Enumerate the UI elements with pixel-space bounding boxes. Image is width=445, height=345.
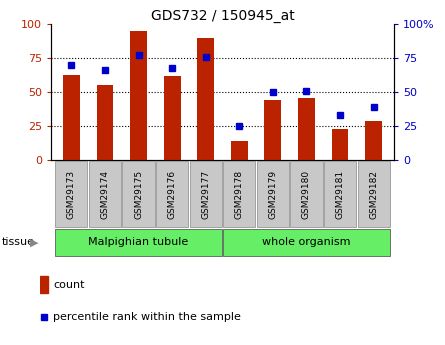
Text: percentile rank within the sample: percentile rank within the sample [53, 313, 241, 322]
Bar [190, 161, 222, 227]
Bar [231, 141, 248, 160]
Text: GSM29177: GSM29177 [201, 169, 210, 219]
Text: count: count [53, 280, 85, 289]
Text: whole organism: whole organism [262, 237, 351, 247]
Text: GSM29181: GSM29181 [336, 169, 344, 219]
Bar [197, 38, 214, 160]
Text: GSM29176: GSM29176 [168, 169, 177, 219]
Bar [122, 161, 155, 227]
Text: ▶: ▶ [30, 237, 39, 247]
Bar [156, 161, 188, 227]
Text: GSM29182: GSM29182 [369, 169, 378, 219]
Text: GSM29173: GSM29173 [67, 169, 76, 219]
Bar [357, 161, 390, 227]
Bar [324, 161, 356, 227]
Bar [223, 161, 255, 227]
Text: GSM29180: GSM29180 [302, 169, 311, 219]
Bar [55, 161, 88, 227]
Text: GSM29178: GSM29178 [235, 169, 244, 219]
Text: GSM29179: GSM29179 [268, 169, 277, 219]
Text: Malpighian tubule: Malpighian tubule [89, 237, 189, 247]
Bar [63, 75, 80, 160]
Bar [264, 100, 281, 160]
Bar [97, 86, 113, 160]
Bar [130, 31, 147, 160]
Bar [365, 121, 382, 160]
Bar [55, 229, 222, 256]
Text: GSM29174: GSM29174 [101, 169, 109, 219]
Bar [290, 161, 323, 227]
Bar [332, 129, 348, 160]
Title: GDS732 / 150945_at: GDS732 / 150945_at [150, 9, 295, 23]
Bar [164, 76, 181, 160]
Text: GSM29175: GSM29175 [134, 169, 143, 219]
Text: tissue: tissue [2, 237, 35, 247]
Bar [40, 276, 49, 293]
Bar [89, 161, 121, 227]
Bar [298, 98, 315, 160]
Bar [223, 229, 390, 256]
Bar [257, 161, 289, 227]
